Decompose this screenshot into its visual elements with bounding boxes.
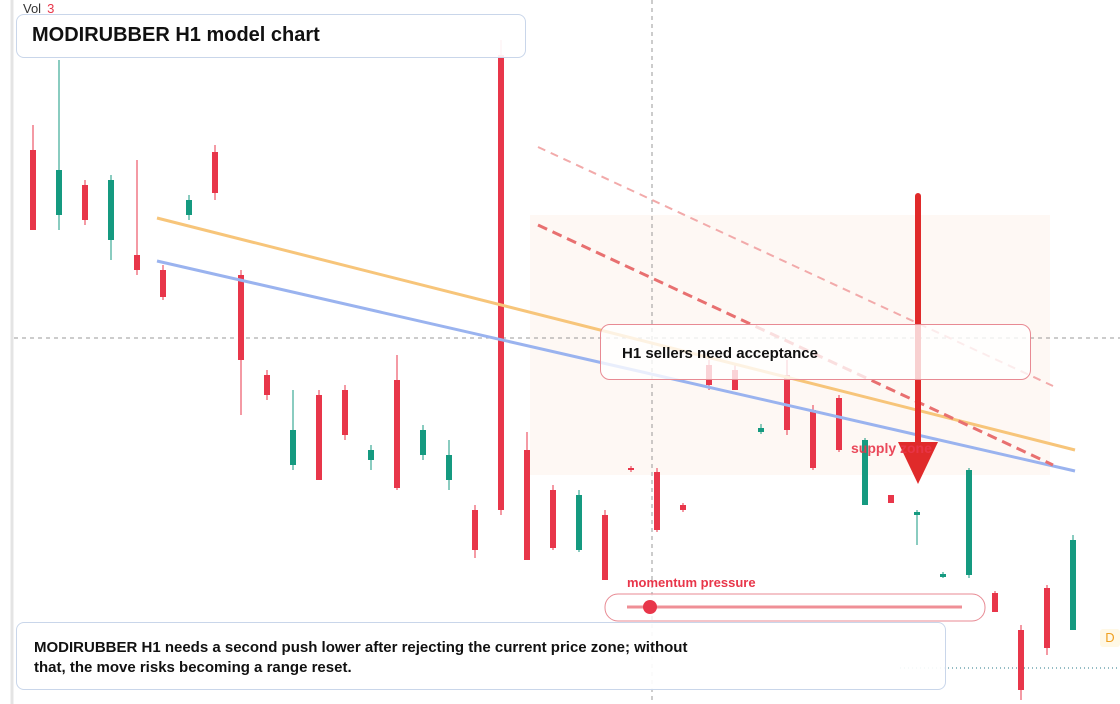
candle-body	[810, 410, 816, 468]
candle-body	[264, 375, 270, 395]
candle-body	[1018, 630, 1024, 690]
candle-body	[654, 472, 660, 530]
candle-body	[732, 370, 738, 390]
candle-body	[680, 505, 686, 510]
volume-legend: Vol 3	[23, 1, 54, 16]
candle-body	[186, 200, 192, 215]
candle-body	[290, 430, 296, 465]
candle-body	[342, 390, 348, 435]
timeframe-tag: D	[1100, 629, 1120, 647]
candle-body	[446, 455, 452, 480]
candle-body	[420, 430, 426, 455]
candle-body	[212, 152, 218, 193]
candle-body	[472, 510, 478, 550]
candle-body	[30, 150, 36, 230]
candle-body	[602, 515, 608, 580]
candle-body	[316, 395, 322, 480]
candle-body	[368, 450, 374, 460]
candle-body	[1070, 540, 1076, 630]
volume-label: Vol	[23, 1, 42, 16]
chart-title: MODIRUBBER H1 model chart	[16, 14, 526, 58]
candle-body	[888, 495, 894, 503]
note-box: MODIRUBBER H1 needs a second push lower …	[16, 622, 946, 690]
candle-body	[238, 275, 244, 360]
candle-body	[56, 170, 62, 215]
candle-body	[394, 380, 400, 488]
candle-body	[550, 490, 556, 548]
candle-body	[784, 375, 790, 430]
candle-body	[966, 470, 972, 575]
arrow-head	[898, 442, 938, 484]
indicator-knob	[643, 600, 657, 614]
candle-body	[576, 495, 582, 550]
zone-label: supply zone	[851, 440, 932, 456]
candle-body	[836, 398, 842, 450]
volume-value: 3	[47, 1, 55, 16]
channel-line	[537, 223, 1054, 467]
indicator-label: momentum pressure	[627, 575, 756, 590]
candle-body	[108, 180, 114, 240]
candle-body	[940, 574, 946, 577]
candle-body	[160, 270, 166, 297]
callout: H1 sellers need acceptance	[600, 324, 1031, 380]
candle-body	[1044, 588, 1050, 648]
candle-body	[862, 440, 868, 505]
candle-body	[82, 185, 88, 220]
candle-body	[914, 512, 920, 515]
candles	[30, 40, 1076, 700]
candle-body	[134, 255, 140, 270]
note: MODIRUBBER H1 needs a second push lower …	[34, 639, 688, 676]
candle-body	[992, 593, 998, 612]
channel-line-upper	[537, 146, 1054, 387]
candle-body	[524, 450, 530, 560]
candle-body	[628, 468, 634, 470]
candle-body	[498, 55, 504, 510]
candle-body	[758, 428, 764, 432]
